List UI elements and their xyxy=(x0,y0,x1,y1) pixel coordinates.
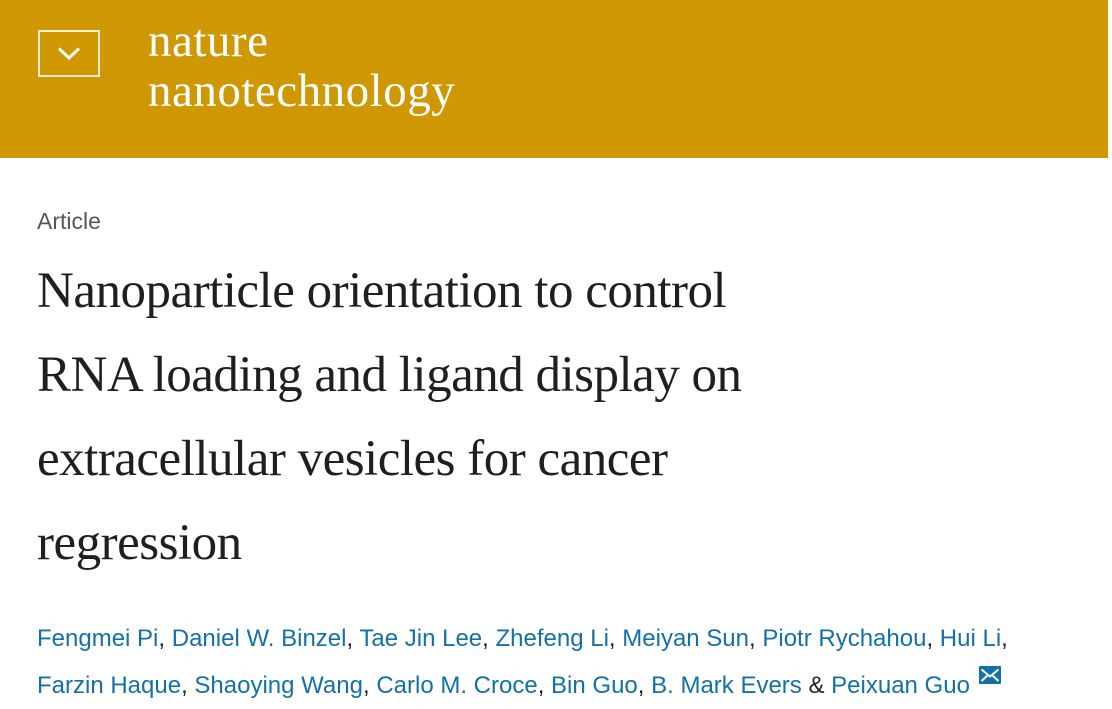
author-separator: , xyxy=(749,625,763,652)
author-separator: , xyxy=(608,625,623,652)
author-link[interactable]: Shaoying Wang xyxy=(194,672,363,699)
author-line-1: Fengmei Pi, Daniel W. Binzel, Tae Jin Le… xyxy=(37,625,1008,652)
author-list: Fengmei Pi, Daniel W. Binzel, Tae Jin Le… xyxy=(37,615,1082,709)
author-link[interactable]: Piotr Rychahou xyxy=(762,625,927,652)
author-separator: , xyxy=(158,625,172,652)
journal-menu-button[interactable] xyxy=(38,30,100,77)
author-link[interactable]: Farzin Haque xyxy=(37,672,182,699)
author-link[interactable]: Peixuan Guo xyxy=(831,672,970,699)
author-separator: , xyxy=(362,672,377,699)
author-separator: , xyxy=(346,625,360,652)
author-link[interactable]: Bin Guo xyxy=(551,672,638,699)
email-icon[interactable] xyxy=(978,666,1001,684)
article-header: Article Nanoparticle orientation to cont… xyxy=(0,208,1112,709)
author-separator: , xyxy=(181,672,195,699)
author-link[interactable]: Hui Li xyxy=(939,625,1002,652)
author-link[interactable]: Tae Jin Lee xyxy=(359,625,483,652)
author-line-2: Farzin Haque, Shaoying Wang, Carlo M. Cr… xyxy=(37,672,970,699)
author-link[interactable]: Daniel W. Binzel xyxy=(171,625,347,652)
article-type-label: Article xyxy=(37,208,101,234)
author-link[interactable]: Fengmei Pi xyxy=(37,625,159,652)
author-link[interactable]: Carlo M. Croce xyxy=(376,672,538,699)
article-title: Nanoparticle orientation to control RNA l… xyxy=(37,263,742,571)
author-separator: , xyxy=(482,625,496,652)
chevron-down-icon xyxy=(57,47,81,60)
author-separator: & xyxy=(801,672,832,699)
journal-logo[interactable]: nature nanotechnology xyxy=(148,16,455,116)
journal-logo-line2: nanotechnology xyxy=(148,65,456,117)
journal-logo-line1: nature xyxy=(148,15,269,67)
author-link[interactable]: Meiyan Sun xyxy=(622,625,750,652)
author-separator: , xyxy=(1001,625,1008,652)
author-separator: , xyxy=(537,672,552,699)
author-separator: , xyxy=(637,672,652,699)
author-link[interactable]: Zhefeng Li xyxy=(495,625,609,652)
journal-header: nature nanotechnology xyxy=(0,0,1108,158)
author-link[interactable]: B. Mark Evers xyxy=(651,672,802,699)
author-separator: , xyxy=(926,625,940,652)
